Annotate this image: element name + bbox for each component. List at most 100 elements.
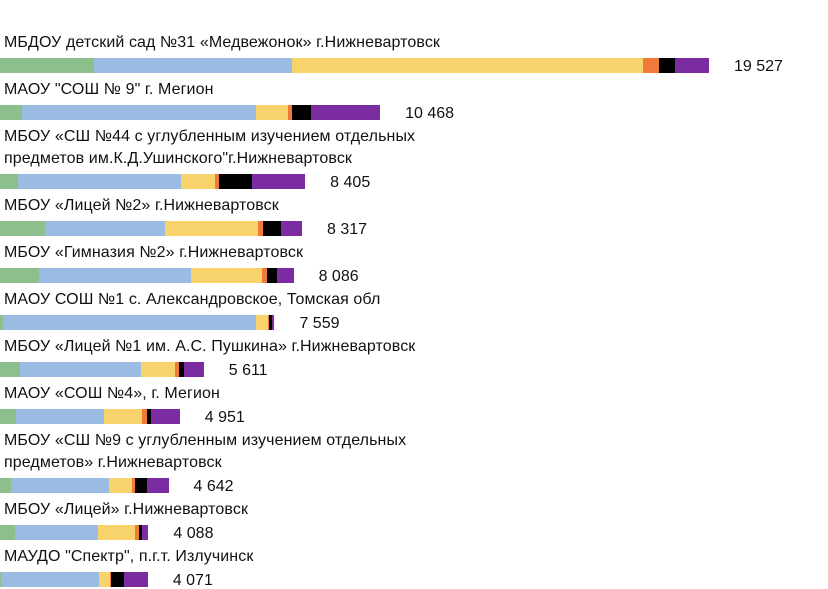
bar-segment-purple bbox=[184, 362, 204, 377]
stacked-bar bbox=[0, 58, 709, 73]
bar-segment-purple bbox=[675, 58, 709, 73]
bar-segment-black bbox=[658, 58, 676, 73]
bar-segment-yellow bbox=[255, 105, 288, 120]
bar-segment-green bbox=[0, 221, 46, 236]
bar-segment-green bbox=[0, 362, 20, 377]
bar-segment-orange bbox=[215, 174, 219, 189]
bar-segment-green bbox=[0, 105, 22, 120]
bar-segment-orange bbox=[287, 105, 293, 120]
row-label: МАОУ "СОШ № 9" г. Мегион bbox=[4, 81, 214, 98]
stacked-bar bbox=[0, 525, 149, 540]
bar-segment-blue bbox=[19, 362, 142, 377]
row-label: МБОУ «Гимназия №2» г.Нижневартовск bbox=[4, 244, 304, 261]
bar-segment-green bbox=[0, 58, 95, 73]
row-label: МАОУ «СОШ №4», г. Мегион bbox=[4, 385, 220, 402]
stacked-bar bbox=[0, 478, 169, 493]
row-label: МБОУ «Лицей №1 им. А.С. Пушкина» г.Нижне… bbox=[4, 338, 416, 355]
bar-segment-purple bbox=[271, 315, 275, 330]
bar-segment-purple bbox=[311, 105, 381, 120]
bar-segment-green bbox=[0, 478, 11, 493]
bar-segment-blue bbox=[1, 572, 100, 587]
bar-segment-black bbox=[218, 174, 253, 189]
row-label: предметов им.К.Д.Ушинского"г.Нижневартов… bbox=[4, 150, 353, 167]
row-label: МБДОУ детский сад №31 «Медвежонок» г.Ниж… bbox=[4, 34, 441, 51]
stacked-bar bbox=[0, 315, 275, 330]
bar-segment-blue bbox=[3, 315, 256, 330]
bar-segment-yellow bbox=[292, 58, 643, 73]
bar-segment-black bbox=[267, 268, 277, 283]
bar-segment-blue bbox=[14, 525, 99, 540]
bar-segment-purple bbox=[276, 268, 294, 283]
bar-segment-green bbox=[0, 174, 19, 189]
bar-segment-green bbox=[0, 315, 4, 330]
bar-value-label: 4 951 bbox=[204, 409, 245, 426]
bar-segment-black bbox=[263, 221, 282, 236]
bar-segment-yellow bbox=[98, 525, 136, 540]
bar-segment-orange bbox=[135, 525, 140, 540]
row-label: предметов» г.Нижневартовск bbox=[4, 454, 222, 471]
bar-segment-yellow bbox=[180, 174, 216, 189]
bar-segment-purple bbox=[124, 572, 148, 587]
row-label: МБОУ «Лицей» г.Нижневартовск bbox=[4, 501, 249, 518]
bar-segment-blue bbox=[21, 105, 256, 120]
bar-segment-black bbox=[135, 478, 148, 493]
bar-value-label: 4 642 bbox=[193, 478, 234, 495]
bar-segment-green bbox=[0, 525, 15, 540]
bar-segment-yellow bbox=[99, 572, 110, 587]
bar-segment-yellow bbox=[104, 409, 142, 424]
bar-segment-yellow bbox=[108, 478, 132, 493]
bar-segment-purple bbox=[252, 174, 306, 189]
bar-segment-yellow bbox=[165, 221, 258, 236]
stacked-bar bbox=[0, 362, 204, 377]
bar-value-label: 8 086 bbox=[318, 268, 359, 285]
row-label: МАОУ СОШ №1 с. Александровское, Томская … bbox=[4, 291, 381, 308]
row-label: МБОУ «СШ №9 с углубленным изучением отде… bbox=[4, 432, 407, 449]
bar-segment-purple bbox=[147, 478, 169, 493]
bar-value-label: 19 527 bbox=[734, 58, 783, 75]
bar-segment-blue bbox=[18, 174, 181, 189]
bar-segment-green bbox=[0, 268, 40, 283]
bar-segment-black bbox=[139, 525, 142, 540]
bar-value-label: 10 468 bbox=[405, 105, 455, 122]
bar-value-label: 8 405 bbox=[330, 174, 371, 191]
bar-segment-blue bbox=[16, 409, 105, 424]
bar-segment-blue bbox=[94, 58, 293, 73]
bar-value-label: 4 088 bbox=[173, 525, 214, 542]
bar-segment-orange bbox=[131, 478, 136, 493]
bar-value-label: 4 071 bbox=[172, 572, 213, 589]
bar-segment-blue bbox=[39, 268, 191, 283]
bar-segment-yellow bbox=[141, 362, 175, 377]
bar-segment-orange bbox=[642, 58, 659, 73]
bar-segment-orange bbox=[175, 362, 179, 377]
bar-segment-purple bbox=[151, 409, 180, 424]
stacked-bar bbox=[0, 572, 148, 587]
bar-segment-yellow bbox=[255, 315, 268, 330]
bar-value-label: 5 611 bbox=[228, 362, 268, 379]
bar-segment-black bbox=[178, 362, 185, 377]
bar-value-label: 7 559 bbox=[299, 315, 340, 332]
row-label: МАУДО "Спектр", п.г.т. Излучинск bbox=[4, 548, 254, 565]
stacked-bar bbox=[0, 268, 294, 283]
row-label: МБОУ «Лицей №2» г.Нижневартовск bbox=[4, 197, 279, 214]
bar-segment-blue bbox=[45, 221, 166, 236]
row-label: МБОУ «СШ №44 с углубленным изучением отд… bbox=[4, 128, 416, 145]
stacked-bar bbox=[0, 174, 306, 189]
bar-value-label: 8 317 bbox=[326, 221, 368, 238]
bar-segment-black bbox=[146, 409, 151, 424]
bar-segment-yellow bbox=[190, 268, 263, 283]
stacked-bar bbox=[0, 105, 381, 120]
stacked-bar bbox=[0, 221, 302, 236]
bar-segment-orange bbox=[141, 409, 147, 424]
bar-segment-green bbox=[0, 409, 17, 424]
bar-segment-purple bbox=[141, 525, 149, 540]
bar-segment-black bbox=[292, 105, 312, 120]
bar-segment-purple bbox=[281, 221, 302, 236]
bar-segment-orange bbox=[257, 221, 264, 236]
stacked-bar bbox=[0, 409, 180, 424]
bar-segment-black bbox=[111, 572, 125, 587]
bar-segment-orange bbox=[262, 268, 268, 283]
bar-segment-black bbox=[269, 315, 272, 330]
bar-segment-blue bbox=[10, 478, 109, 493]
bar-segment-orange bbox=[267, 315, 270, 330]
